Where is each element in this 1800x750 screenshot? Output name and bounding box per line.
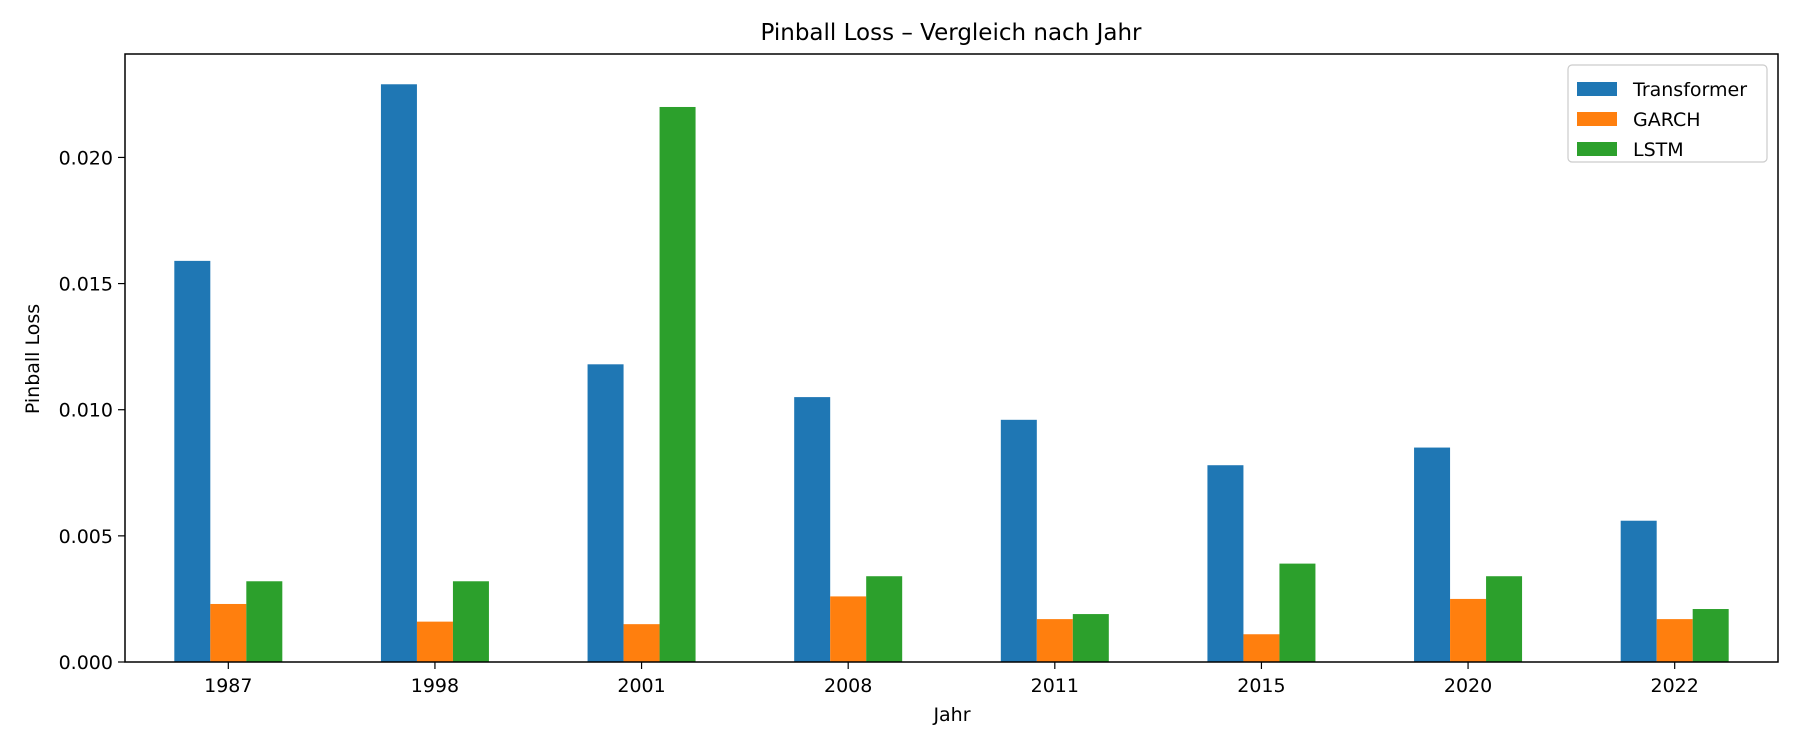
bar-lstm-2015 (1279, 563, 1316, 662)
bar-garch-2008 (830, 596, 867, 662)
x-tick-label: 2011 (1031, 675, 1079, 697)
y-axis: 0.000 0.005 0.010 0.015 0.020 (59, 147, 125, 674)
bars-group (174, 84, 1729, 663)
legend-swatch-lstm (1577, 142, 1617, 156)
bar-transformer-2011 (1000, 419, 1037, 662)
bar-garch-2001 (623, 624, 660, 662)
chart-title: Pinball Loss – Vergleich nach Jahr (760, 20, 1142, 46)
bar-lstm-2020 (1486, 576, 1523, 662)
bar-garch-1998 (416, 621, 453, 662)
legend: Transformer GARCH LSTM (1567, 64, 1768, 163)
bar-garch-2022 (1656, 619, 1693, 662)
bar-lstm-2011 (1072, 614, 1109, 662)
y-tick-label: 0.015 (59, 274, 113, 296)
bar-lstm-2022 (1692, 609, 1729, 662)
bar-transformer-1987 (174, 260, 211, 662)
x-tick-label: 2022 (1651, 675, 1699, 697)
bar-garch-1987 (210, 603, 247, 662)
x-tick-label: 1998 (411, 675, 459, 697)
x-tick-label: 2001 (617, 675, 665, 697)
legend-label-transformer: Transformer (1632, 79, 1747, 101)
bar-lstm-1987 (246, 581, 283, 662)
bar-lstm-1998 (452, 581, 489, 662)
plot-frame (124, 53, 1779, 663)
bar-lstm-2001 (659, 106, 696, 663)
legend-swatch-garch (1577, 112, 1617, 126)
bar-transformer-2022 (1620, 520, 1657, 662)
x-axis-label: Jahr (932, 704, 970, 726)
legend-label-lstm: LSTM (1633, 139, 1684, 161)
x-tick-label: 1987 (204, 675, 252, 697)
x-tick-label: 2020 (1444, 675, 1492, 697)
x-axis: 1987 1998 2001 2008 2011 2015 2020 2022 (204, 662, 1699, 697)
bar-transformer-1998 (380, 84, 417, 662)
y-tick-label: 0.010 (59, 400, 113, 422)
y-tick-label: 0.000 (59, 652, 113, 674)
y-tick-label: 0.020 (59, 147, 113, 169)
x-tick-label: 2008 (824, 675, 872, 697)
legend-swatch-transformer (1577, 82, 1617, 96)
y-tick-label: 0.005 (59, 526, 113, 548)
y-axis-label: Pinball Loss (22, 304, 44, 414)
legend-box (1567, 64, 1768, 163)
bar-transformer-2001 (587, 364, 624, 662)
bar-garch-2015 (1243, 634, 1280, 662)
bar-transformer-2008 (794, 397, 831, 662)
bar-garch-2020 (1450, 598, 1487, 662)
bar-garch-2011 (1036, 619, 1073, 662)
bar-transformer-2020 (1414, 447, 1451, 662)
legend-label-garch: GARCH (1633, 109, 1701, 131)
x-tick-label: 2015 (1237, 675, 1285, 697)
bar-lstm-2008 (866, 576, 903, 662)
bar-transformer-2015 (1207, 465, 1244, 662)
